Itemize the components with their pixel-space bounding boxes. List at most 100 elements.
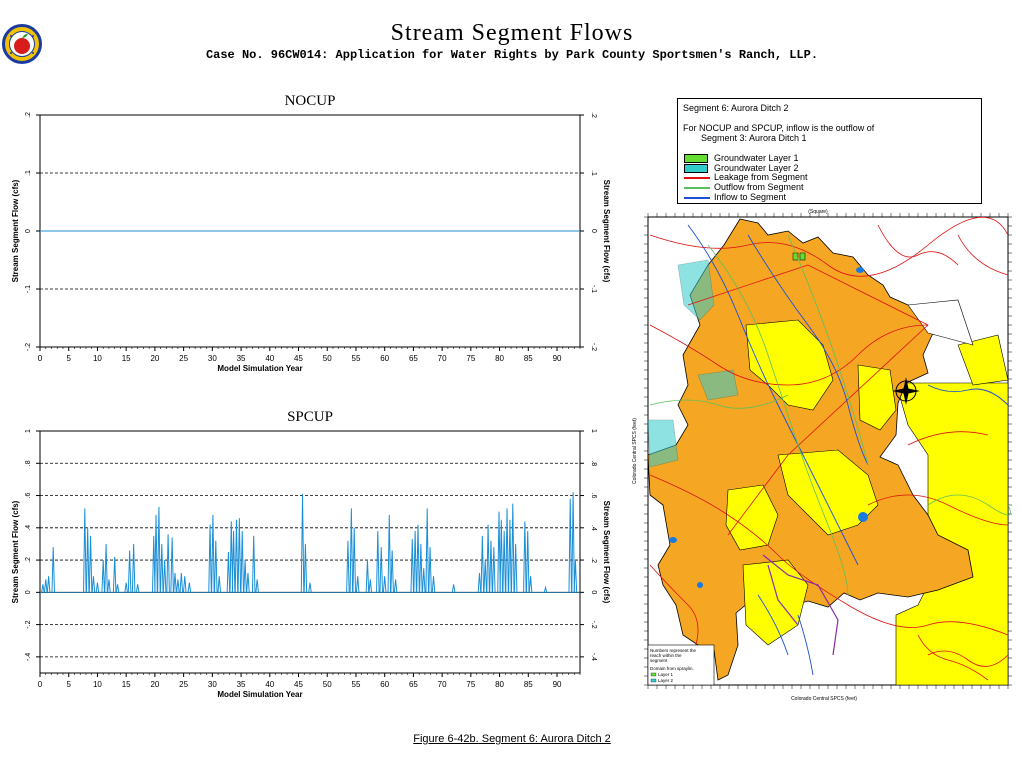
x-tick-label: 55 [352,354,361,363]
y-axis-label-right: Stream Segment Flow (cfs) [602,501,611,604]
flow-spike [237,518,242,593]
flow-spike [251,535,256,593]
flow-spike [511,503,515,593]
flow-spike [166,534,170,593]
y-tick-label-right: .1 [590,170,597,176]
y-tick-label: .4 [25,525,32,531]
flow-spike [365,560,370,593]
flow-spike [211,514,215,593]
flow-spike [41,584,45,593]
x-tick-label: 90 [553,680,562,689]
y-tick-label-right: .2 [590,112,597,118]
x-tick-label: 85 [524,354,533,363]
y-tick-label: 1 [25,429,32,433]
water-bodies [669,267,868,588]
x-tick-label: 25 [179,680,188,689]
map-note-3: segment [650,658,668,663]
legend-note-2: Segment 3: Aurora Ditch 1 [701,133,807,143]
x-tick-label: 0 [38,354,43,363]
map-left-label: Colorado Central SPCS (feet) [632,418,638,484]
legend-label-inflow: Inflow to Segment [714,192,787,202]
x-tick-label: 90 [553,354,562,363]
legend-swatch-leakage [684,177,710,179]
flow-spike [240,531,244,593]
flow-spike [349,508,354,593]
flow-spike [160,543,164,593]
flow-spike [390,550,394,593]
page-subtitle: Case No. 96CW014: Application for Water … [205,48,819,62]
nocup-chart: NOCUP .2 .2 .1 .1 0 0 -.1 -.1 -.2 -.2 0 5 10 15 20 25 30 3… [11,93,611,373]
map-tick-marks [644,213,1012,689]
x-tick-label: 75 [466,354,475,363]
flow-spike [183,576,187,593]
y-axis-label: Stream Segment Flow (cfs) [11,500,20,603]
flow-spike [410,539,415,593]
flow-spike [83,508,87,593]
y-tick-label-right: -.2 [590,343,597,351]
x-axis-label: Model Simulation Year [217,690,302,699]
y-tick-label: -.2 [25,620,32,628]
flow-spike [489,540,493,593]
agency-seal-logo [2,24,42,69]
flow-spike [431,576,436,593]
flow-spike [112,556,117,593]
yellow-region-east [895,382,1009,686]
flow-spike [170,537,174,593]
flow-spike [379,547,383,593]
x-tick-label: 5 [66,680,71,689]
x-tick-label: 10 [93,680,102,689]
map-note-layer1: Layer 1 [658,672,674,677]
flow-spike [382,576,387,593]
x-tick-label: 30 [208,680,217,689]
x-tick-label: 40 [265,354,274,363]
streams-blue [687,224,1009,676]
outflow-branches-purple [762,554,839,656]
flow-spike [308,582,312,593]
flow-spike [154,514,158,593]
flow-spike [135,584,140,593]
flow-spike [246,572,250,593]
map-note-box: Numbers represent the reach within the s… [647,644,715,686]
y-tick-label: .8 [25,460,32,466]
flow-spike [477,572,482,593]
flow-spike [107,579,111,593]
flow-spike [421,568,426,593]
x-tick-label: 55 [352,680,361,689]
x-tick-label: 15 [122,680,131,689]
x-axis-label: Model Simulation Year [217,364,302,373]
legend-swatch-inflow [684,197,710,199]
streams-red [649,216,1009,681]
flow-spike [179,572,184,593]
flow-spike [255,579,259,593]
x-tick-label: 65 [409,354,418,363]
flow-spike [387,514,392,593]
legend-swatch-gw2 [684,164,708,173]
y-axis-label: Stream Segment Flow (cfs) [11,179,20,282]
yellow-islands [725,299,1009,646]
flow-spike [451,584,456,593]
flow-spike [376,531,380,593]
flow-spike [127,550,132,593]
flow-spike [217,576,221,593]
flow-charts: NOCUP.2.2.1.10 0-.1 -.1-.2 -.20 5 10 15 20 25 30 3… [11,93,611,699]
flow-spike [157,506,161,593]
flow-spike [85,527,90,593]
flow-spike [368,579,373,593]
flow-spike [525,531,530,593]
x-tick-label: 15 [122,354,131,363]
chart-title: SPCUP [287,409,333,425]
flow-spike [226,551,231,593]
flow-spike [486,524,490,593]
flow-spike [492,547,496,593]
page-title: Stream Segment Flows [390,20,634,46]
x-tick-label: 80 [495,680,504,689]
x-tick-label: 40 [265,680,274,689]
flow-spike [176,579,180,593]
x-tick-label: 35 [237,354,246,363]
legend-label-gw2: Groundwater Layer 2 [714,163,799,173]
y-axis-label-right: Stream Segment Flow (cfs) [602,180,611,283]
flow-spike [480,535,485,593]
legend-swatch-outflow [684,187,710,189]
x-tick-label: 35 [237,680,246,689]
x-tick-label: 65 [409,680,418,689]
